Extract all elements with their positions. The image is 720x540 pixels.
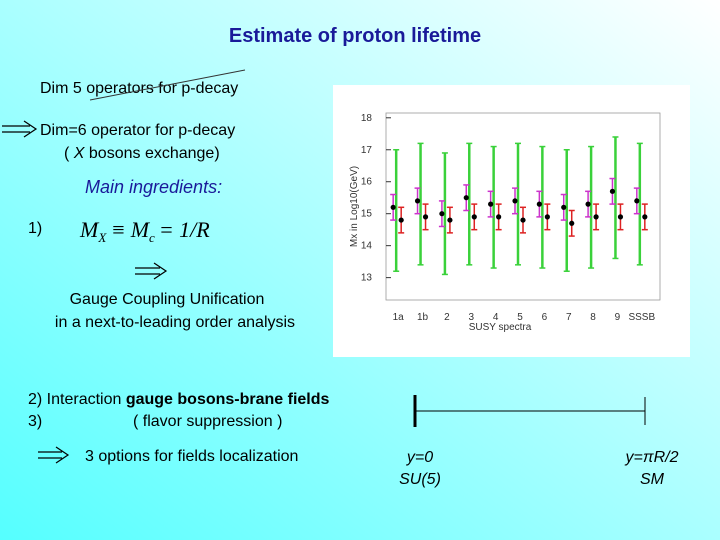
y-tick-label: 14 (361, 241, 373, 252)
point (585, 201, 591, 207)
formula: MX ≡ Mc = 1/R (79, 217, 210, 245)
point (422, 214, 429, 220)
title: Estimate of proton lifetime (229, 25, 481, 47)
unification: Gauge Coupling Unification (70, 291, 265, 308)
x-tick-label: 7 (566, 312, 572, 323)
plot: 18 17 16 15 14 13 Mx in Log10(GeV) SUSY spectra… (349, 112, 661, 333)
strike (89, 69, 246, 101)
x-tick-label: 5 (517, 312, 523, 323)
item2: 2) Interaction gauge bosons-brane fields (28, 391, 330, 408)
arrow (135, 262, 168, 280)
t: ≡ (112, 217, 124, 242)
unification: in a next-to-leading order analysis (55, 314, 295, 331)
x-tick-label: SSSB (628, 312, 655, 323)
point (536, 201, 542, 207)
interval (413, 395, 646, 427)
t: c (149, 230, 155, 245)
right-end: SM (640, 471, 665, 488)
t: X (73, 145, 86, 162)
point (471, 214, 477, 220)
x-tick-label: 8 (590, 312, 596, 323)
point (512, 198, 518, 204)
point (463, 195, 469, 201)
t: gauge bosons-brane fields (126, 391, 330, 408)
t: bosons exchange) (84, 145, 219, 162)
plot-frame (385, 112, 661, 301)
dim6-note: ( X bosons exchange) (64, 145, 220, 162)
point (617, 214, 624, 220)
y-tick-label: 16 (361, 177, 373, 188)
x-axis-label: SUSY spectra (469, 322, 532, 333)
ingredients: Main ingredients: (85, 177, 222, 197)
x-tick-label: 1b (417, 312, 429, 323)
point (634, 198, 640, 204)
point (496, 214, 502, 220)
left-end: SU(5) (399, 471, 441, 488)
x-tick-label: 4 (493, 312, 499, 323)
point (569, 220, 575, 226)
right-end: y=πR/2 (625, 449, 679, 466)
item3: 3) ( flavor suppression ) (28, 413, 282, 430)
point (398, 217, 404, 223)
point (520, 217, 526, 223)
point (609, 188, 616, 194)
point (642, 214, 648, 220)
arrow (2, 120, 38, 138)
point (593, 214, 599, 220)
dim5: Dim 5 operators for p-decay (40, 80, 238, 97)
x-tick-label: 9 (615, 312, 621, 323)
point (414, 198, 421, 204)
y-tick-label: 13 (361, 273, 373, 284)
t: M (130, 217, 151, 242)
x-tick-label: 6 (542, 312, 548, 323)
point (390, 204, 396, 210)
point (561, 204, 567, 210)
y-tick-label: 18 (361, 113, 373, 124)
plot-panel (333, 85, 690, 357)
options: 3 options for fields localization (85, 448, 298, 465)
left-end: y=0 (406, 449, 433, 466)
x-tick-label: 1a (393, 312, 405, 323)
point (544, 214, 550, 220)
t: 2) Interaction (28, 391, 126, 408)
arrow (38, 446, 70, 464)
x-tick-label: 2 (444, 312, 450, 323)
t: M (79, 217, 100, 242)
y-tick-label: 17 (361, 145, 373, 156)
x-tick-label: 3 (468, 312, 474, 323)
t: ( flavor suppression ) (133, 413, 282, 430)
point (488, 201, 494, 207)
point (447, 217, 453, 223)
y-tick-label: 15 (361, 209, 373, 220)
item1: 1) (28, 220, 42, 237)
t: X (97, 230, 107, 245)
point (439, 211, 445, 217)
t: ( (64, 145, 74, 162)
t: 3) (28, 413, 42, 430)
t: = 1/R (159, 217, 210, 242)
y-axis-label: Mx in Log10(GeV) (349, 166, 360, 247)
dim6: Dim=6 operator for p-decay (40, 122, 235, 139)
